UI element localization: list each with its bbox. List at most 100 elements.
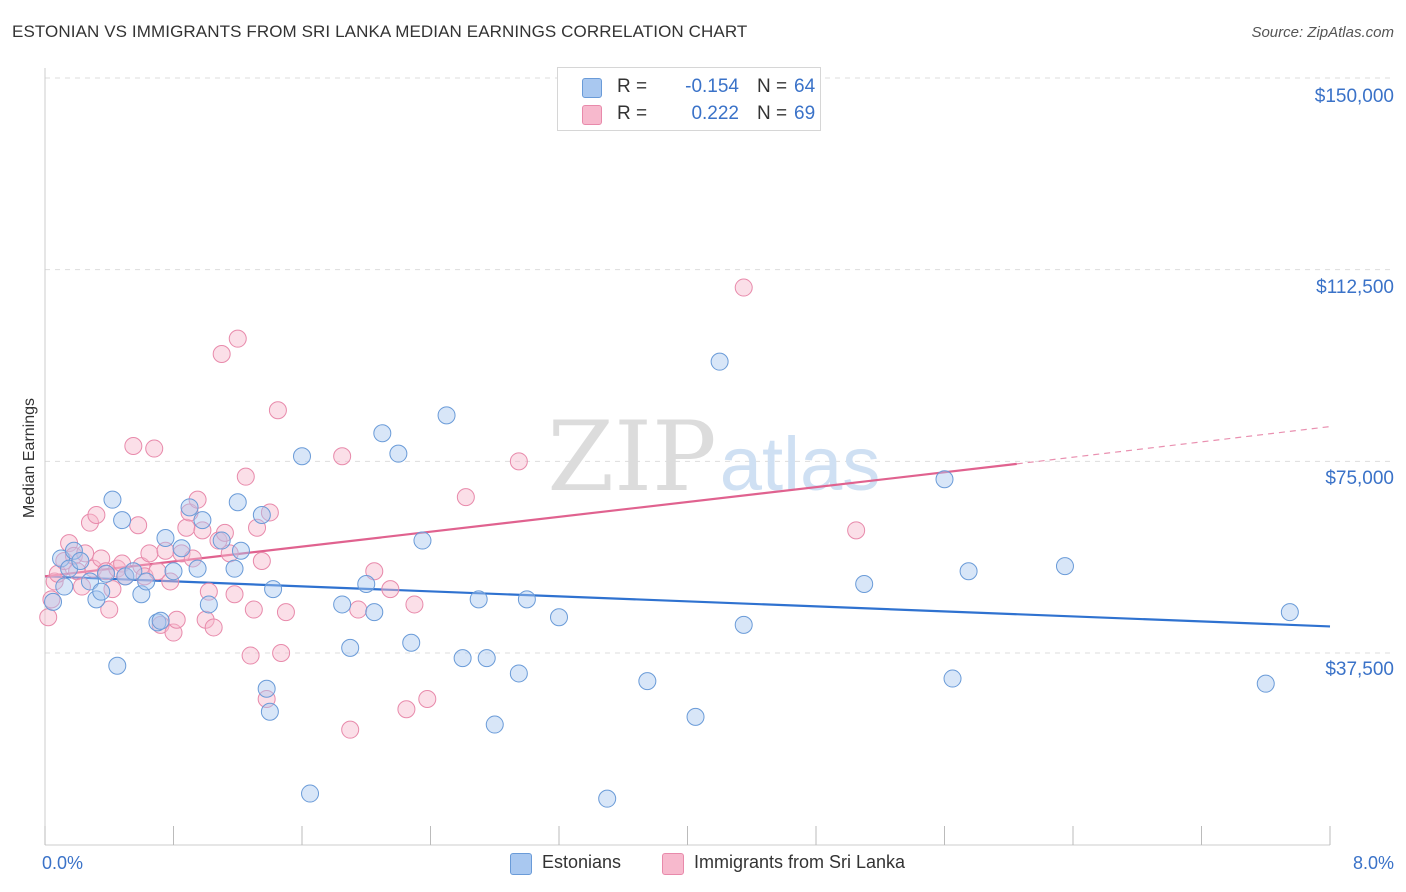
legend-r-value: -0.154 <box>685 76 739 97</box>
sri-lanka-point <box>244 600 263 619</box>
estonian-point <box>437 406 456 425</box>
watermark-atlas: atlas <box>720 422 881 507</box>
chart-title: ESTONIAN VS IMMIGRANTS FROM SRI LANKA ME… <box>12 22 748 41</box>
estonian-point <box>108 656 127 675</box>
correlation-legend: R = -0.154 N = 64 R = 0.222 N = 69 <box>557 67 821 131</box>
estonian-point <box>55 577 74 596</box>
y-tick-label: $112,500 <box>1316 277 1394 298</box>
sri-lanka-point <box>167 610 186 629</box>
legend-n-value: 64 <box>794 76 816 97</box>
estonian-point <box>199 595 218 614</box>
estonian-point <box>373 424 392 443</box>
estonian-point <box>357 575 376 593</box>
estonian-point <box>341 638 360 657</box>
sri-lanka-point <box>124 437 143 455</box>
sri-lanka-trend-dashed <box>1016 425 1331 465</box>
x-axis <box>44 68 1331 846</box>
legend-n-value: 69 <box>794 103 816 124</box>
sri-lanka-point <box>734 278 753 297</box>
y-tick-label: $150,000 <box>1314 86 1394 107</box>
legend-n-label: N = <box>757 103 788 124</box>
sri-lanka-point <box>212 345 231 363</box>
sri-lanka-point <box>847 521 866 540</box>
sri-lanka-point <box>204 618 223 637</box>
sri-lanka-point <box>177 518 196 537</box>
sri-lanka-point <box>509 452 528 471</box>
estonian-point <box>959 562 978 581</box>
estonian-point <box>188 559 207 578</box>
sri-lanka-point <box>225 585 244 604</box>
y-tick-label: $75,000 <box>1325 468 1394 489</box>
sri-lanka-point <box>183 549 202 568</box>
estonian-point <box>113 511 132 530</box>
sri-lanka-point <box>381 580 400 599</box>
data-points <box>39 278 1299 808</box>
estonian-point <box>137 572 156 591</box>
estonian-point <box>365 603 384 622</box>
estonian-point <box>148 613 167 632</box>
sri-lanka-point <box>236 467 255 486</box>
y-axis-label: Median Earnings <box>21 397 38 519</box>
estonian-point <box>71 552 90 570</box>
estonian-point <box>252 506 271 524</box>
sri-lanka-point <box>129 516 148 535</box>
legend-r-label: R = <box>617 76 648 97</box>
sri-lanka-point <box>161 572 180 591</box>
sri-lanka-point <box>268 401 287 420</box>
sri-lanka-point <box>241 646 260 665</box>
watermark: ZIP atlas <box>547 401 880 513</box>
estonian-point <box>710 352 729 371</box>
estonian-point <box>1280 603 1299 622</box>
estonian-point <box>225 559 244 578</box>
estonian-point <box>638 672 657 691</box>
estonian-point <box>92 582 111 601</box>
estonian-point <box>509 664 528 683</box>
estonian-point <box>402 633 421 652</box>
estonian-point <box>231 541 250 560</box>
estonian-point <box>1256 674 1275 693</box>
legend-r-value: 0.222 <box>691 103 739 124</box>
estonian-point <box>180 498 199 517</box>
x-tick-label-max: 8.0% <box>1352 853 1394 873</box>
sri-lanka-point <box>418 690 437 708</box>
source-credit: Source: ZipAtlas.com <box>1251 24 1394 41</box>
estonian-point <box>156 529 175 547</box>
sri-lanka-point <box>148 562 167 581</box>
estonian-point <box>124 562 143 581</box>
estonian-point <box>64 541 83 560</box>
sri-lanka-point <box>39 608 58 627</box>
bottom-legend-swatch-blue <box>510 853 532 875</box>
sri-lanka-point <box>456 488 475 507</box>
estonian-point <box>1055 557 1074 576</box>
bottom-legend-label: Immigrants from Sri Lanka <box>694 852 906 872</box>
estonian-point <box>44 592 63 611</box>
bottom-legend-label: Estonians <box>542 852 622 872</box>
sri-lanka-point <box>80 513 99 532</box>
sri-lanka-point <box>228 329 247 348</box>
sri-lanka-point <box>172 544 191 563</box>
sri-lanka-point <box>193 521 212 540</box>
sri-lanka-point <box>397 700 416 719</box>
estonian-point <box>550 608 568 627</box>
legend-swatch-blue <box>582 78 602 98</box>
estonian-point <box>333 595 352 614</box>
estonian-point <box>172 539 191 558</box>
estonian-point <box>228 493 247 512</box>
sri-lanka-point <box>276 603 295 622</box>
estonian-point <box>485 715 504 734</box>
sri-lanka-point <box>252 552 271 570</box>
estonian-point <box>734 615 753 634</box>
estonian-point <box>855 575 874 593</box>
estonian-point <box>103 490 122 509</box>
estonian-point <box>598 789 617 808</box>
estonian-point <box>453 649 472 668</box>
sri-lanka-point <box>272 644 291 662</box>
estonian-point <box>293 447 311 466</box>
sri-lanka-point <box>100 600 119 619</box>
sri-lanka-point <box>341 720 360 739</box>
bottom-legend-swatch-pink <box>662 853 684 875</box>
estonian-point <box>257 679 276 698</box>
legend-n-label: N = <box>757 76 788 97</box>
sri-lanka-point <box>156 541 175 560</box>
